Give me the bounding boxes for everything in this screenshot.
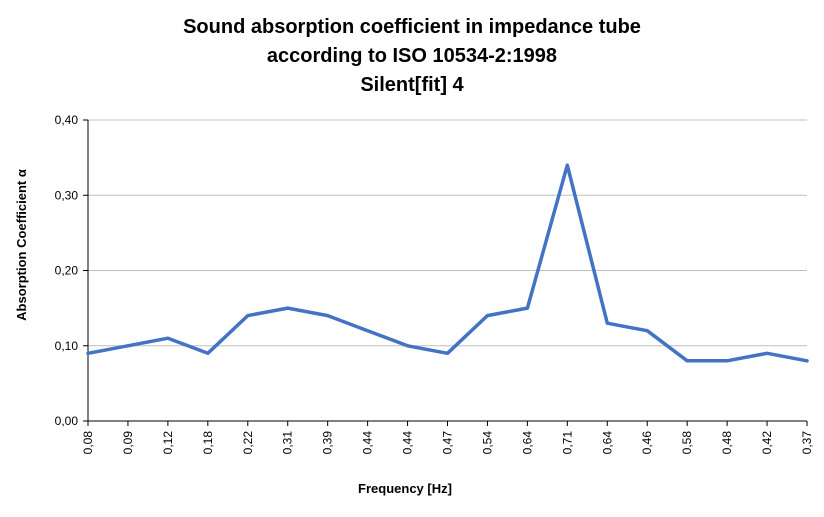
data-point <box>86 351 90 355</box>
data-point <box>525 306 529 310</box>
x-tick-label: 0,39 <box>321 431 335 455</box>
y-tick-label: 0,40 <box>55 113 79 127</box>
chart-title-line-2: according to ISO 10534-2:1998 <box>267 45 557 67</box>
series-layer <box>86 163 809 363</box>
y-tick-label: 0,30 <box>55 188 79 202</box>
x-tick-label: 0,18 <box>201 431 215 455</box>
data-point <box>605 321 609 325</box>
data-point <box>166 336 170 340</box>
data-point <box>446 351 449 355</box>
x-axis-title: Frequency [Hz] <box>358 481 452 496</box>
x-tick-labels: 0,08 0,09 0,12 0,18 0,22 0,31 0,39 0,44 0,44 0,47… <box>81 431 814 455</box>
y-tick-labels: 0,00 0,10 0,20 0,30 0,40 <box>55 113 79 428</box>
x-tick-label: 0,64 <box>520 431 534 455</box>
x-tick-label: 0,08 <box>81 431 95 455</box>
x-tick-label: 0,12 <box>161 431 175 455</box>
x-tick-label: 0,44 <box>361 431 375 455</box>
grid-lines <box>88 119 807 347</box>
data-point <box>485 314 489 318</box>
x-tick-label: 0,44 <box>401 431 415 455</box>
data-point <box>206 351 210 355</box>
y-tick-label: 0,10 <box>55 339 79 353</box>
data-point <box>805 359 809 363</box>
data-point <box>326 314 330 318</box>
data-point <box>366 329 370 333</box>
x-tick-label: 0,58 <box>680 431 694 455</box>
x-tick-label: 0,71 <box>560 431 574 455</box>
x-tick-label: 0,31 <box>281 431 295 455</box>
x-tick-label: 0,47 <box>441 431 455 455</box>
chart-title-line-3: Silent[fit] 4 <box>360 74 464 96</box>
data-point <box>765 351 769 355</box>
y-axis-title: Absorption Coefficient α <box>14 169 29 321</box>
data-point <box>565 163 569 167</box>
axes <box>83 119 808 426</box>
x-tick-label: 0,42 <box>760 431 774 455</box>
x-tick-label: 0,46 <box>640 431 654 455</box>
y-tick-label: 0,20 <box>55 264 79 278</box>
data-point <box>406 344 410 348</box>
x-tick-label: 0,64 <box>600 431 614 455</box>
x-tick-label: 0,09 <box>121 431 135 455</box>
data-point <box>725 359 729 363</box>
x-tick-label: 0,48 <box>720 431 734 455</box>
chart-title-line-1: Sound absorption coefficient in impedanc… <box>183 16 641 38</box>
data-point <box>246 314 250 318</box>
x-tick-label: 0,54 <box>480 431 494 455</box>
data-point <box>645 329 649 333</box>
y-tick-label: 0,00 <box>55 414 79 428</box>
x-tick-label: 0,22 <box>241 431 255 455</box>
x-tick-label: 0,37 <box>800 431 814 455</box>
data-point <box>286 306 290 310</box>
data-point <box>685 359 689 363</box>
data-point <box>126 344 130 348</box>
